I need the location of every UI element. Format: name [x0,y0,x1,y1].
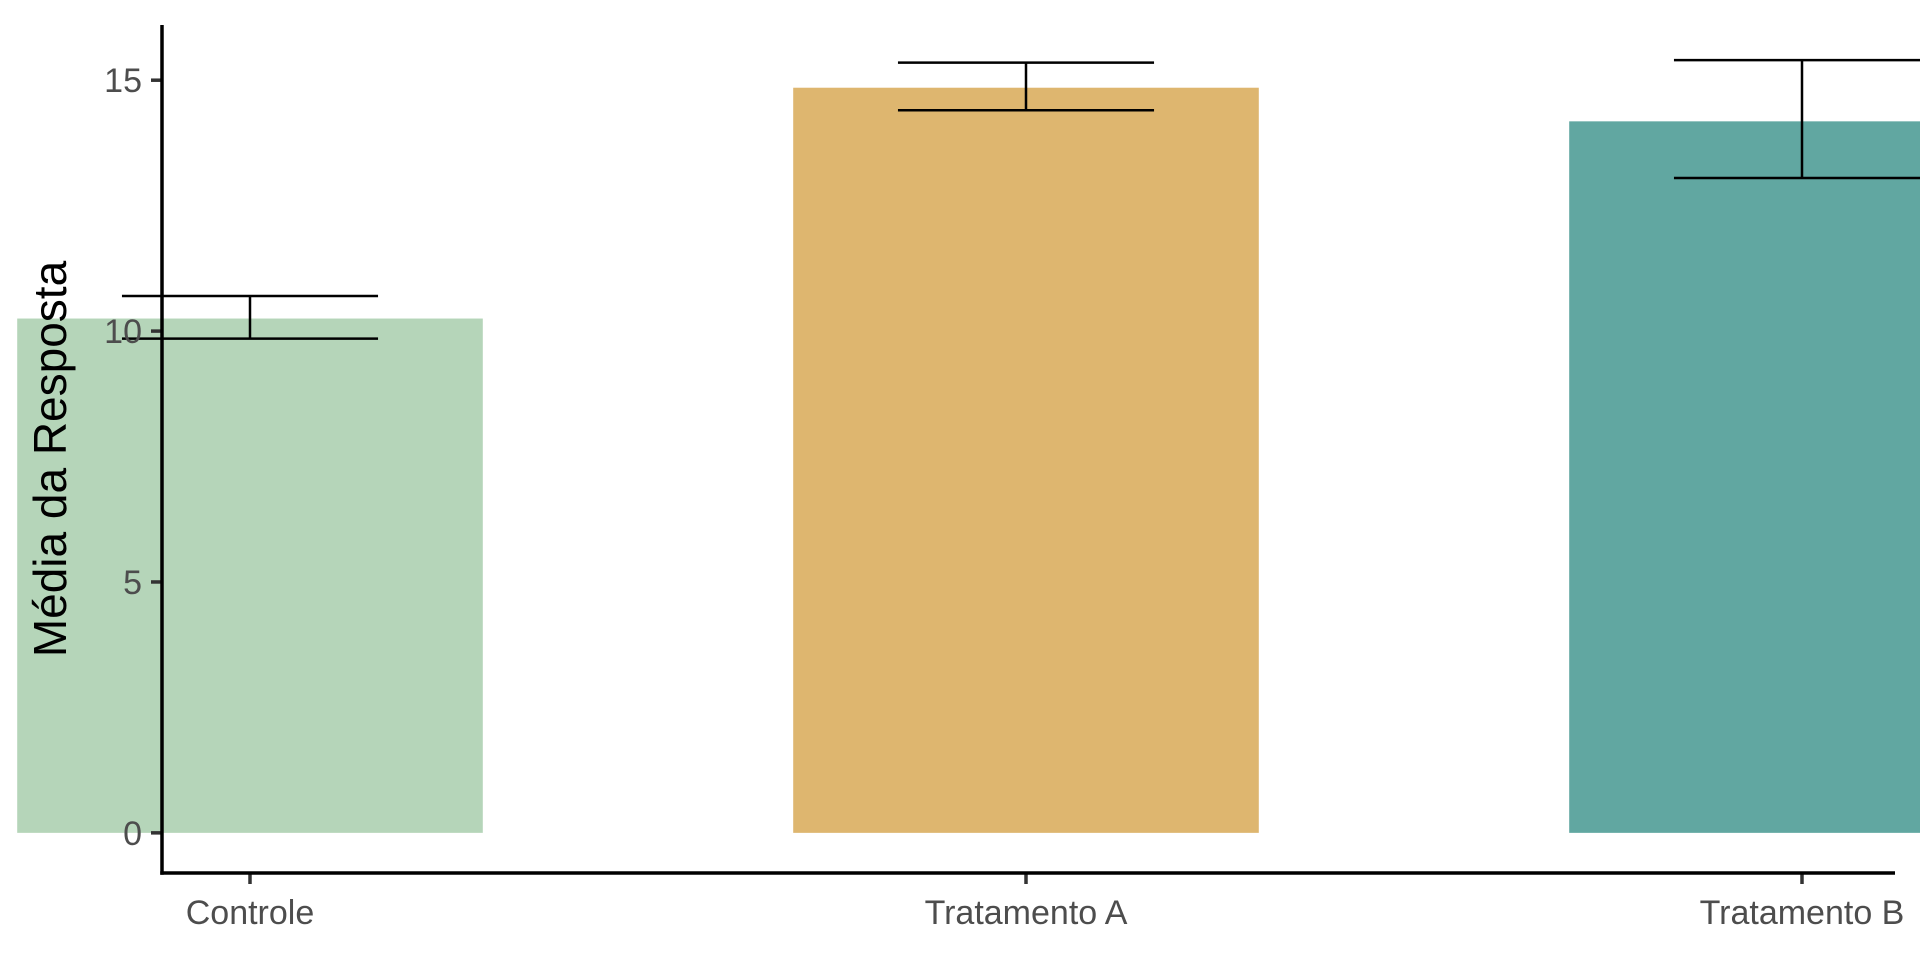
y-tick-label: 5 [123,564,142,602]
y-axis-ticks: 0 5 10 15 [104,62,162,853]
x-tick-label: Controle [186,894,315,932]
bar-tratamento-a [793,87,1259,833]
bars-group [17,87,1920,833]
bar-tratamento-b [1569,121,1920,833]
y-tick-label: 0 [123,815,142,853]
x-tick-label: Tratamento B [1700,894,1905,932]
x-tick-label: Tratamento A [925,894,1128,932]
error-bars-group [121,58,1920,340]
bar-controle [17,318,483,833]
y-axis-title: Média da Resposta [24,260,76,657]
x-axis-ticks: Controle Tratamento A Tratamento B [186,873,1905,932]
y-tick-label: 15 [104,62,142,100]
y-tick-label: 10 [104,313,142,351]
